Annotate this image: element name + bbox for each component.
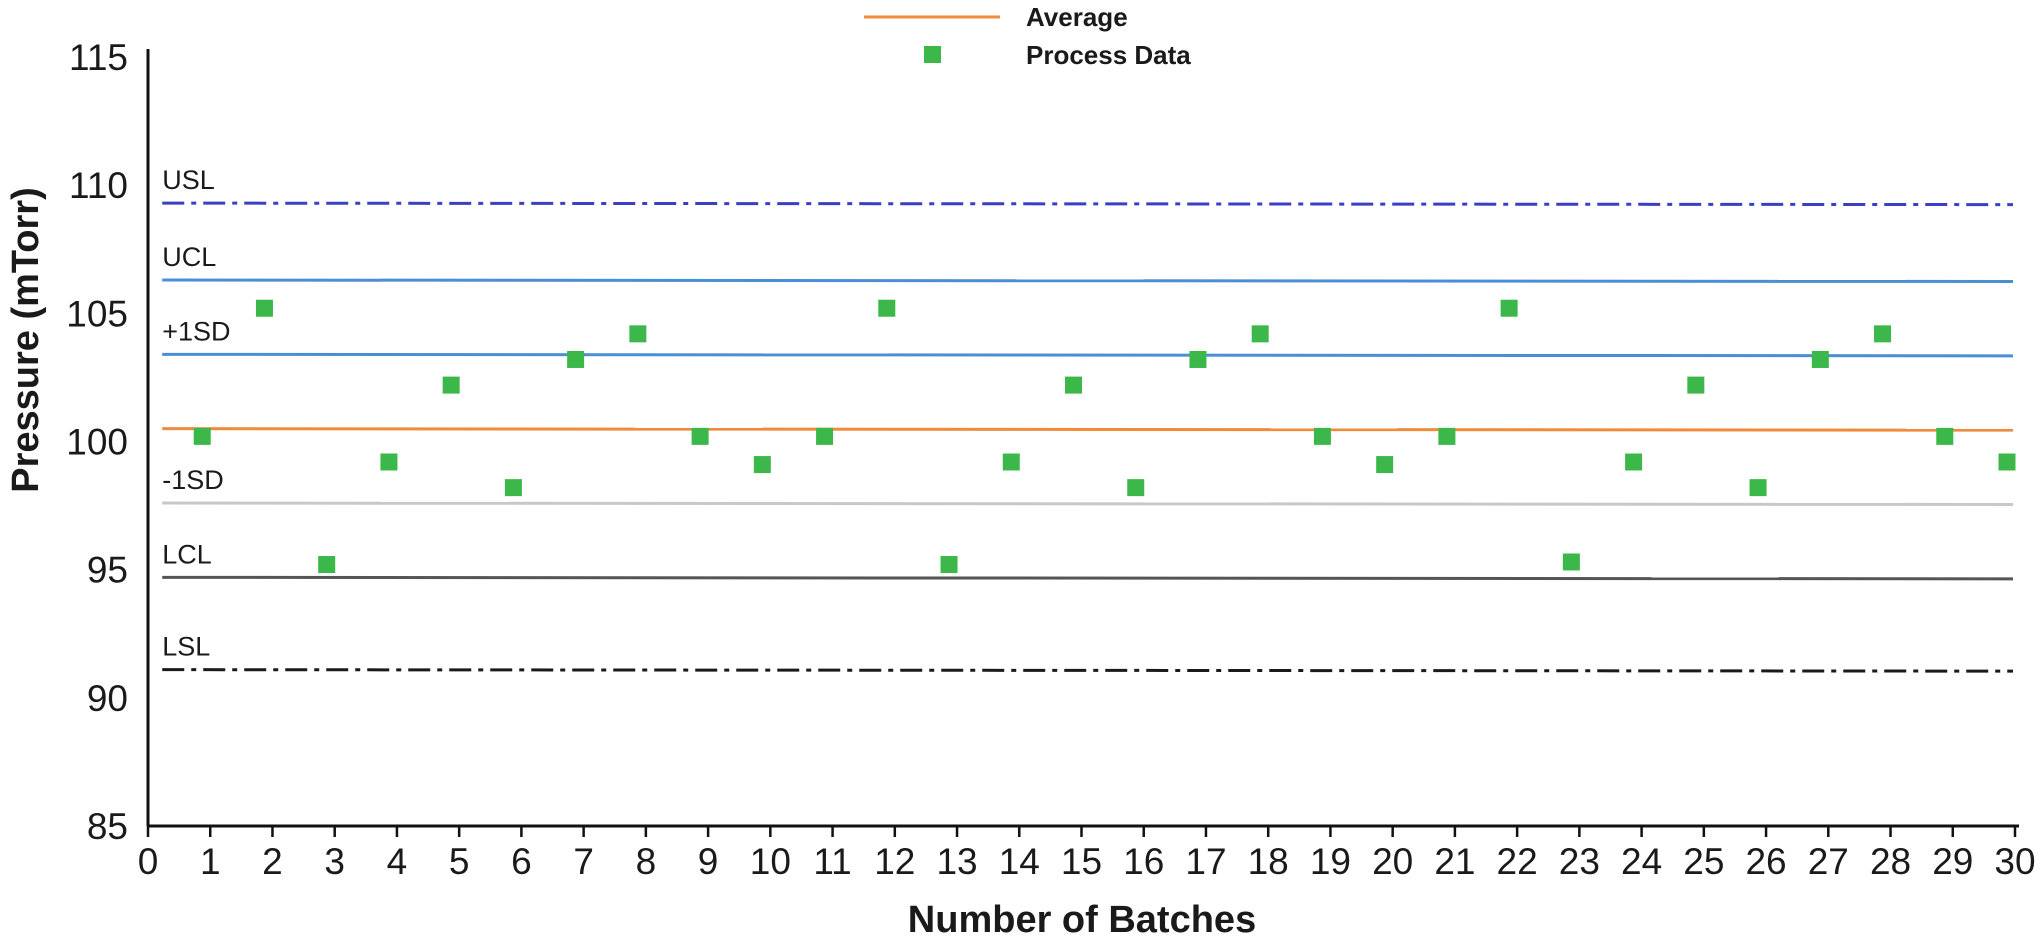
x-axis-title: Number of Batches — [908, 899, 1256, 941]
x-tick-label: 18 — [1248, 841, 1289, 882]
data-point — [1687, 376, 1705, 394]
x-tick-label: 9 — [698, 841, 719, 882]
x-tick-label: 26 — [1745, 841, 1786, 882]
data-point — [1127, 479, 1145, 497]
lsl-line — [162, 668, 2014, 673]
lsl-label: LSL — [162, 632, 210, 662]
average-line — [162, 427, 2014, 432]
data-point — [1251, 325, 1269, 343]
x-tick-label: 27 — [1808, 841, 1849, 882]
legend-average-label: Average — [1026, 2, 1128, 32]
data-point — [629, 325, 647, 343]
x-tick-label: 1 — [200, 841, 221, 882]
y-tick-label: 105 — [66, 293, 128, 334]
y-tick-label: 90 — [87, 678, 128, 719]
data-point — [504, 479, 522, 497]
data-point — [1562, 553, 1580, 571]
data-point — [1500, 299, 1518, 317]
y-tick-label: 110 — [69, 165, 128, 206]
x-tick-label: 14 — [999, 841, 1040, 882]
x-tick-label: 15 — [1061, 841, 1102, 882]
lcl-line — [162, 575, 2014, 581]
x-tick-label: 8 — [636, 841, 657, 882]
process-data-points — [193, 299, 2016, 574]
minus-1sd-label: -1SD — [162, 465, 224, 495]
data-point — [940, 556, 958, 574]
plus-1sd-label: +1SD — [162, 316, 230, 346]
x-tick-label: 23 — [1559, 841, 1600, 882]
data-point — [1998, 453, 2016, 471]
data-point — [1811, 350, 1829, 368]
usl-line — [162, 201, 2014, 207]
data-point — [1065, 376, 1082, 394]
data-point — [318, 556, 336, 574]
reference-lines: USL UCL +1SD -1SD LCL LSL — [162, 165, 2014, 673]
x-tick-label: 21 — [1434, 841, 1475, 882]
x-tick-label: 17 — [1185, 841, 1226, 882]
data-point — [691, 427, 709, 445]
data-point — [1625, 453, 1643, 471]
x-tick-label: 24 — [1621, 841, 1662, 882]
data-point — [567, 350, 585, 368]
y-tick-label: 85 — [87, 806, 128, 847]
x-tick-label: 20 — [1372, 841, 1413, 882]
x-tick-label: 0 — [138, 841, 159, 882]
x-tick-label: 25 — [1683, 841, 1724, 882]
data-point — [878, 299, 896, 317]
y-tick-label: 95 — [87, 550, 128, 591]
data-point — [1313, 427, 1331, 445]
x-tick-label: 29 — [1932, 841, 1973, 882]
plus-1sd-line — [162, 352, 2014, 358]
x-tick-label: 19 — [1310, 841, 1351, 882]
y-tick-label: 115 — [69, 37, 128, 78]
x-tick-label: 11 — [813, 841, 851, 882]
data-point — [442, 376, 460, 394]
data-point — [255, 299, 273, 317]
x-tick-label: 13 — [936, 841, 977, 882]
x-tick-label: 7 — [573, 841, 594, 882]
data-point — [1936, 427, 1954, 445]
data-point — [1189, 350, 1207, 368]
x-tick-label: 28 — [1870, 841, 1911, 882]
data-point — [1002, 453, 1020, 471]
y-tick-label: 100 — [66, 422, 128, 463]
data-point — [1874, 325, 1892, 343]
data-point — [816, 427, 834, 445]
lcl-label: LCL — [162, 539, 212, 569]
x-tick-label: 6 — [511, 841, 532, 882]
x-tick-label: 22 — [1497, 841, 1538, 882]
x-tick-label: 2 — [262, 841, 283, 882]
x-tick-label: 12 — [874, 841, 915, 882]
x-tick-label: 30 — [1994, 841, 2035, 882]
data-point — [1376, 456, 1394, 474]
data-point — [1749, 479, 1767, 497]
x-tick-label: 4 — [387, 841, 408, 882]
data-point — [380, 453, 398, 471]
data-point — [753, 456, 771, 474]
usl-label: USL — [162, 165, 215, 195]
legend-process-data-swatch — [924, 46, 941, 63]
ucl-line — [162, 278, 2014, 284]
y-axis-title: Pressure (mTorr) — [5, 187, 47, 493]
x-tick-label: 3 — [324, 841, 345, 882]
data-point — [1438, 427, 1456, 445]
ucl-label: UCL — [162, 242, 216, 272]
x-tick-label: 10 — [750, 841, 791, 882]
x-tick-label: 16 — [1123, 841, 1164, 882]
legend: Average Process Data — [864, 2, 1191, 70]
minus-1sd-line — [162, 501, 2014, 507]
data-point — [193, 427, 211, 445]
x-tick-label: 5 — [449, 841, 470, 882]
legend-process-data-label: Process Data — [1026, 40, 1191, 70]
